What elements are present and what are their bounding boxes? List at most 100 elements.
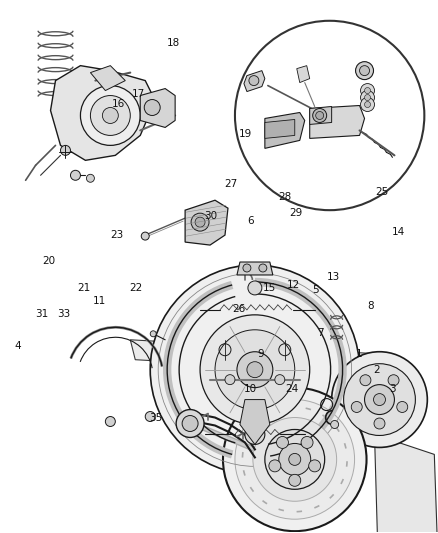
Circle shape bbox=[258, 264, 266, 272]
Circle shape bbox=[308, 460, 320, 472]
Circle shape bbox=[331, 352, 426, 447]
Circle shape bbox=[247, 281, 261, 295]
Text: 26: 26 bbox=[232, 304, 245, 314]
Circle shape bbox=[71, 171, 80, 180]
Circle shape bbox=[223, 387, 366, 531]
Circle shape bbox=[350, 401, 361, 413]
Text: 12: 12 bbox=[286, 280, 300, 290]
Circle shape bbox=[150, 265, 359, 474]
Circle shape bbox=[246, 362, 262, 378]
Circle shape bbox=[90, 95, 130, 135]
Circle shape bbox=[244, 424, 264, 445]
Polygon shape bbox=[185, 200, 227, 245]
Text: 11: 11 bbox=[92, 296, 106, 306]
Polygon shape bbox=[240, 400, 269, 445]
Text: 21: 21 bbox=[77, 282, 90, 293]
Polygon shape bbox=[309, 107, 331, 124]
Circle shape bbox=[248, 362, 260, 374]
Text: 25: 25 bbox=[374, 187, 387, 197]
Text: 35: 35 bbox=[149, 413, 162, 423]
Circle shape bbox=[150, 331, 156, 337]
Text: 9: 9 bbox=[257, 349, 264, 359]
Text: 27: 27 bbox=[223, 179, 237, 189]
Circle shape bbox=[60, 146, 71, 155]
Text: 15: 15 bbox=[263, 282, 276, 293]
Circle shape bbox=[264, 430, 324, 489]
Circle shape bbox=[360, 98, 374, 111]
Text: 2: 2 bbox=[373, 365, 379, 375]
Circle shape bbox=[215, 330, 294, 409]
Circle shape bbox=[191, 213, 208, 231]
Circle shape bbox=[355, 62, 373, 79]
Circle shape bbox=[145, 411, 155, 422]
Polygon shape bbox=[140, 88, 175, 127]
Circle shape bbox=[300, 437, 312, 448]
Circle shape bbox=[288, 474, 300, 486]
Text: 19: 19 bbox=[239, 128, 252, 139]
Circle shape bbox=[364, 385, 394, 415]
Circle shape bbox=[373, 393, 385, 406]
Circle shape bbox=[364, 94, 370, 101]
Text: 7: 7 bbox=[316, 328, 323, 338]
Polygon shape bbox=[237, 262, 272, 275]
Polygon shape bbox=[264, 112, 304, 148]
Circle shape bbox=[144, 100, 160, 116]
Polygon shape bbox=[90, 66, 125, 91]
Text: 24: 24 bbox=[284, 384, 298, 394]
Text: 13: 13 bbox=[326, 272, 339, 282]
Text: 33: 33 bbox=[57, 309, 71, 319]
Circle shape bbox=[224, 375, 234, 385]
Text: 6: 6 bbox=[246, 216, 253, 227]
Text: 22: 22 bbox=[130, 282, 143, 293]
Circle shape bbox=[288, 454, 300, 465]
Circle shape bbox=[315, 111, 323, 119]
Circle shape bbox=[251, 365, 257, 370]
Text: 16: 16 bbox=[112, 100, 125, 109]
Polygon shape bbox=[130, 340, 399, 375]
Text: 14: 14 bbox=[392, 227, 405, 237]
Polygon shape bbox=[374, 434, 438, 533]
Circle shape bbox=[396, 401, 407, 413]
Text: 29: 29 bbox=[289, 208, 302, 219]
Text: 31: 31 bbox=[35, 309, 49, 319]
Circle shape bbox=[330, 421, 338, 429]
Circle shape bbox=[237, 352, 272, 387]
Text: 3: 3 bbox=[388, 384, 395, 394]
Text: 8: 8 bbox=[366, 301, 373, 311]
Polygon shape bbox=[309, 106, 364, 139]
Text: 1: 1 bbox=[355, 349, 362, 359]
Circle shape bbox=[343, 364, 414, 435]
Circle shape bbox=[278, 443, 310, 475]
Circle shape bbox=[234, 21, 424, 210]
Circle shape bbox=[176, 409, 204, 438]
Circle shape bbox=[242, 264, 251, 272]
Text: 30: 30 bbox=[204, 211, 217, 221]
Circle shape bbox=[141, 232, 149, 240]
Circle shape bbox=[359, 375, 370, 386]
Text: 28: 28 bbox=[278, 192, 291, 203]
Circle shape bbox=[105, 416, 115, 426]
Text: 20: 20 bbox=[42, 256, 55, 266]
Circle shape bbox=[182, 416, 198, 432]
Circle shape bbox=[86, 174, 94, 182]
Circle shape bbox=[200, 315, 309, 424]
Text: 17: 17 bbox=[131, 89, 145, 99]
Circle shape bbox=[360, 91, 374, 104]
Circle shape bbox=[80, 86, 140, 146]
Circle shape bbox=[252, 417, 336, 501]
Polygon shape bbox=[50, 66, 155, 160]
Circle shape bbox=[268, 460, 280, 472]
Circle shape bbox=[234, 400, 354, 519]
Polygon shape bbox=[296, 66, 309, 83]
Text: 5: 5 bbox=[312, 285, 318, 295]
Circle shape bbox=[194, 217, 205, 227]
Circle shape bbox=[364, 101, 370, 108]
Circle shape bbox=[248, 76, 258, 86]
Circle shape bbox=[274, 375, 284, 385]
Circle shape bbox=[312, 109, 326, 123]
Circle shape bbox=[276, 437, 288, 448]
Text: 4: 4 bbox=[15, 341, 21, 351]
Circle shape bbox=[387, 375, 398, 386]
Circle shape bbox=[373, 418, 384, 429]
Polygon shape bbox=[264, 119, 294, 139]
